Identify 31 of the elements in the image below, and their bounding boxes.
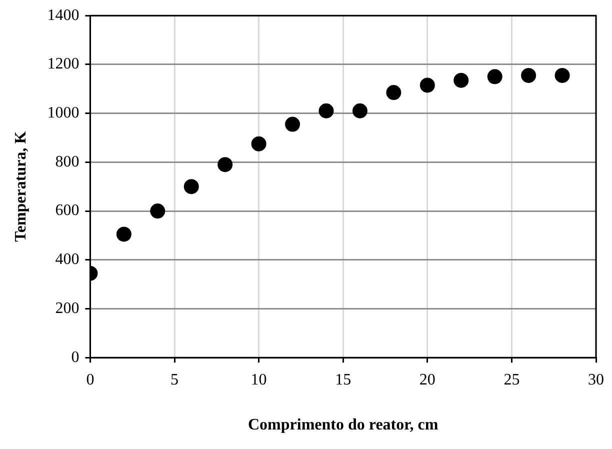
point [352, 103, 368, 118]
point [251, 136, 266, 152]
y-tick-label: 1000 [47, 104, 80, 122]
point [184, 179, 199, 194]
point [116, 226, 132, 242]
x-tick-label: 15 [335, 371, 352, 388]
y-axis-title: Temperatura, K [12, 130, 30, 242]
x-axis-title: Comprimento do reator, cm [248, 416, 439, 434]
point [318, 103, 334, 118]
point [386, 85, 402, 100]
x-tick-label: 25 [504, 371, 520, 388]
x-tick-label: 10 [250, 371, 267, 388]
point [420, 78, 435, 93]
y-tick-label: 200 [55, 300, 80, 317]
point [218, 157, 233, 172]
point [521, 68, 536, 83]
y-tick-label: 1200 [47, 56, 80, 73]
y-tick-label: 400 [55, 251, 80, 268]
y-tick-label: 600 [55, 202, 80, 220]
x-tick-label: 0 [86, 371, 94, 388]
y-tick-label: 800 [55, 153, 80, 170]
x-tick-label: 20 [419, 371, 436, 388]
point [487, 69, 502, 84]
x-tick-label: 5 [170, 371, 178, 388]
point [285, 116, 300, 132]
y-tick-label: 0 [71, 348, 80, 366]
x-tick-label: 30 [588, 371, 604, 388]
point [150, 204, 166, 219]
point [554, 68, 570, 83]
point [454, 72, 469, 88]
y-tick-label: 1400 [47, 6, 80, 24]
